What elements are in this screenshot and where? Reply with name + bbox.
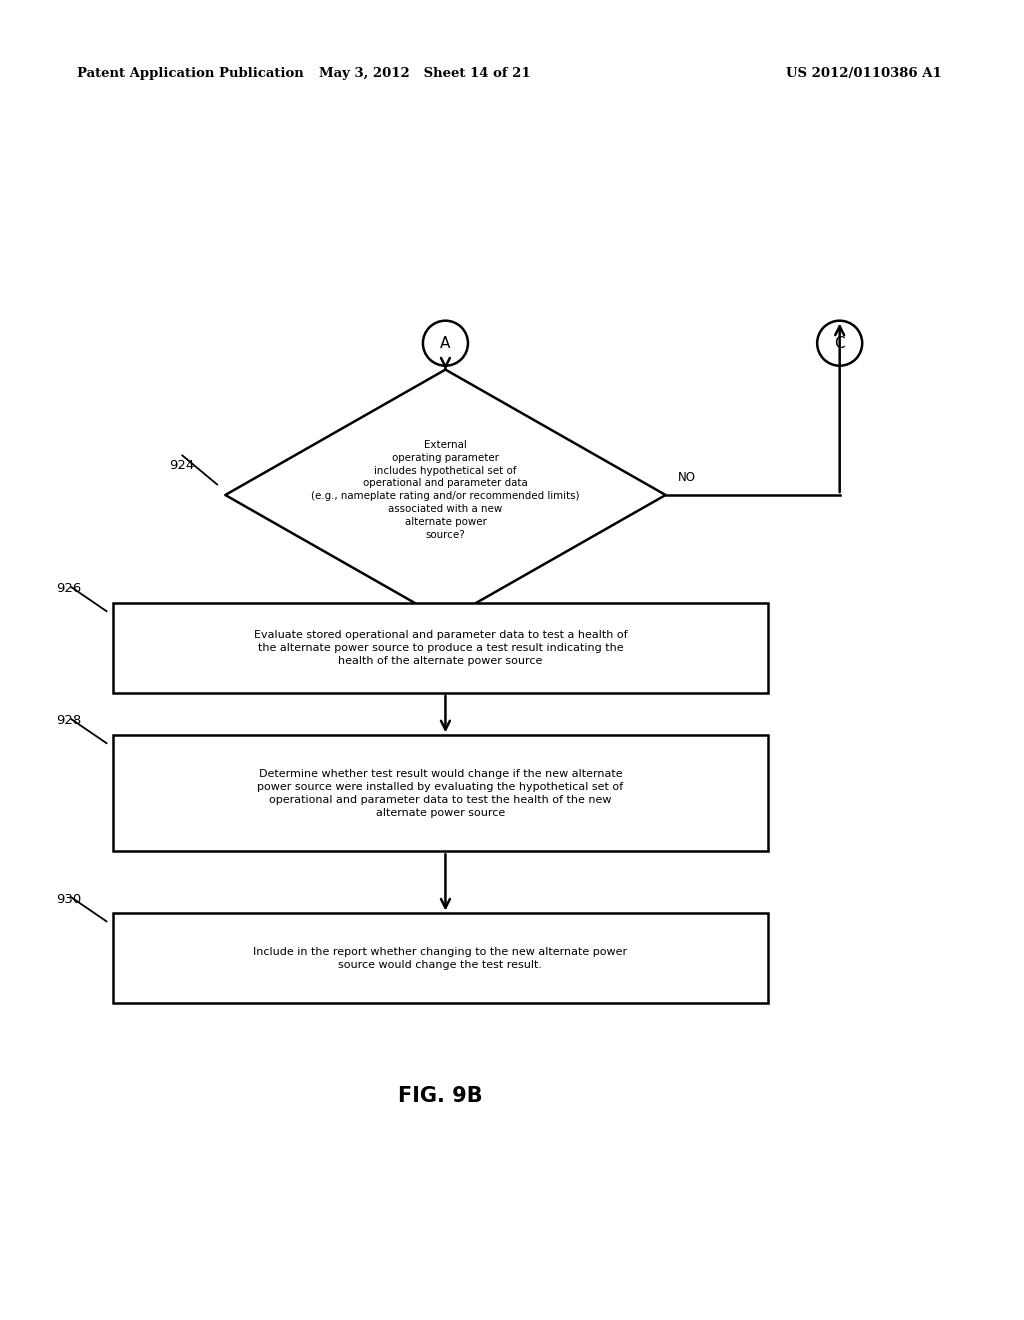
Text: External
operating parameter
includes hypothetical set of
operational and parame: External operating parameter includes hy…: [311, 440, 580, 540]
Bar: [113, 603, 768, 693]
Text: A: A: [440, 335, 451, 351]
Text: 930: 930: [56, 892, 82, 906]
Text: YES: YES: [461, 618, 482, 631]
Text: Include in the report whether changing to the new alternate power
source would c: Include in the report whether changing t…: [253, 946, 628, 970]
Text: Patent Application Publication: Patent Application Publication: [77, 67, 303, 81]
Text: 924: 924: [169, 459, 195, 473]
Text: Evaluate stored operational and parameter data to test a health of
the alternate: Evaluate stored operational and paramete…: [254, 630, 627, 667]
Bar: [113, 735, 768, 851]
Text: C: C: [835, 335, 845, 351]
Text: 926: 926: [56, 582, 82, 595]
Text: May 3, 2012   Sheet 14 of 21: May 3, 2012 Sheet 14 of 21: [319, 67, 530, 81]
Text: Determine whether test result would change if the new alternate
power source wer: Determine whether test result would chan…: [257, 768, 624, 818]
Text: NO: NO: [678, 471, 696, 484]
Text: US 2012/0110386 A1: US 2012/0110386 A1: [786, 67, 942, 81]
Text: FIG. 9B: FIG. 9B: [398, 1085, 482, 1106]
Bar: [113, 913, 768, 1003]
Text: 928: 928: [56, 714, 82, 727]
